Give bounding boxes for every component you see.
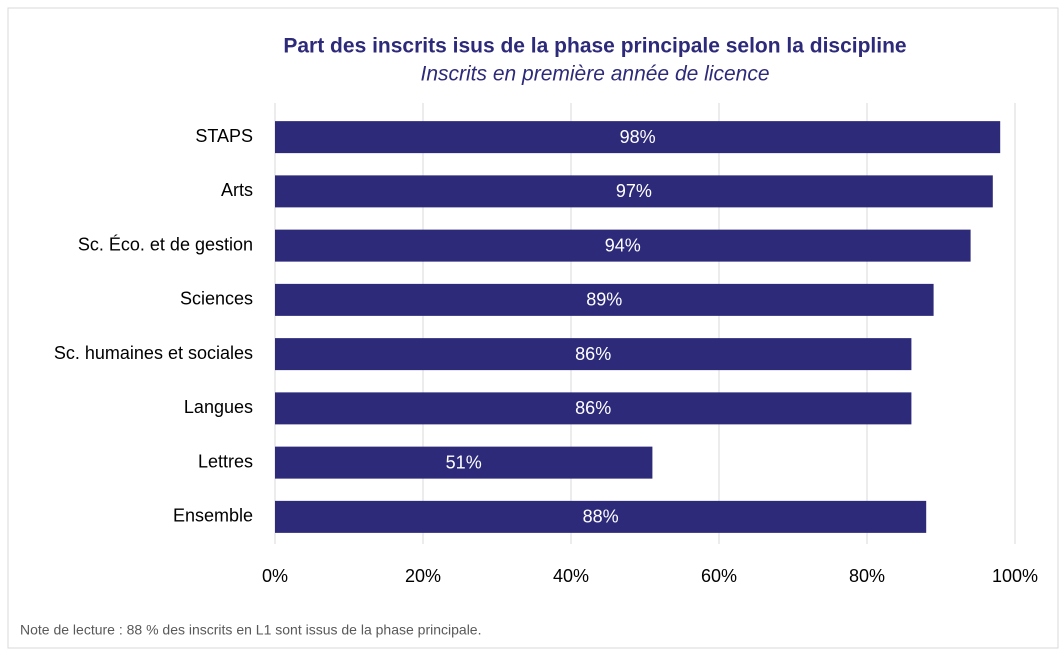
bar — [275, 229, 971, 262]
bar — [275, 175, 993, 208]
data-label: 86% — [575, 344, 611, 364]
bar — [275, 446, 653, 479]
note: Note de lecture : 88 % des inscrits en L… — [20, 622, 481, 638]
bar — [275, 500, 927, 533]
y-tick-label: Ensemble — [173, 506, 253, 526]
data-label: 89% — [586, 290, 622, 310]
bar — [275, 121, 1001, 154]
chart-border — [7, 7, 1059, 649]
y-tick-label: Arts — [221, 180, 253, 200]
y-tick-label: Sc. humaines et sociales — [54, 343, 253, 363]
data-label: 88% — [583, 507, 619, 527]
x-tick-label: 0% — [262, 566, 288, 586]
x-tick-label: 100% — [992, 566, 1038, 586]
data-label: 51% — [446, 452, 482, 472]
data-label: 97% — [616, 181, 652, 201]
bar — [275, 338, 912, 371]
data-label: 94% — [605, 235, 641, 255]
chart-title: Part des inscrits isus de la phase princ… — [283, 35, 906, 58]
data-label: 98% — [620, 127, 656, 147]
y-tick-label: Lettres — [198, 451, 253, 471]
y-tick-label: STAPS — [195, 126, 253, 146]
x-tick-label: 20% — [405, 566, 441, 586]
x-tick-label: 60% — [701, 566, 737, 586]
y-tick-label: Langues — [184, 397, 253, 417]
y-tick-label: Sc. Éco. et de gestion — [78, 234, 253, 254]
data-label: 86% — [575, 398, 611, 418]
x-tick-label: 80% — [849, 566, 885, 586]
bar — [275, 392, 912, 425]
chart-subtitle: Inscrits en première année de licence — [420, 63, 769, 86]
x-tick-label: 40% — [553, 566, 589, 586]
y-tick-label: Sciences — [180, 289, 253, 309]
bar — [275, 283, 934, 316]
